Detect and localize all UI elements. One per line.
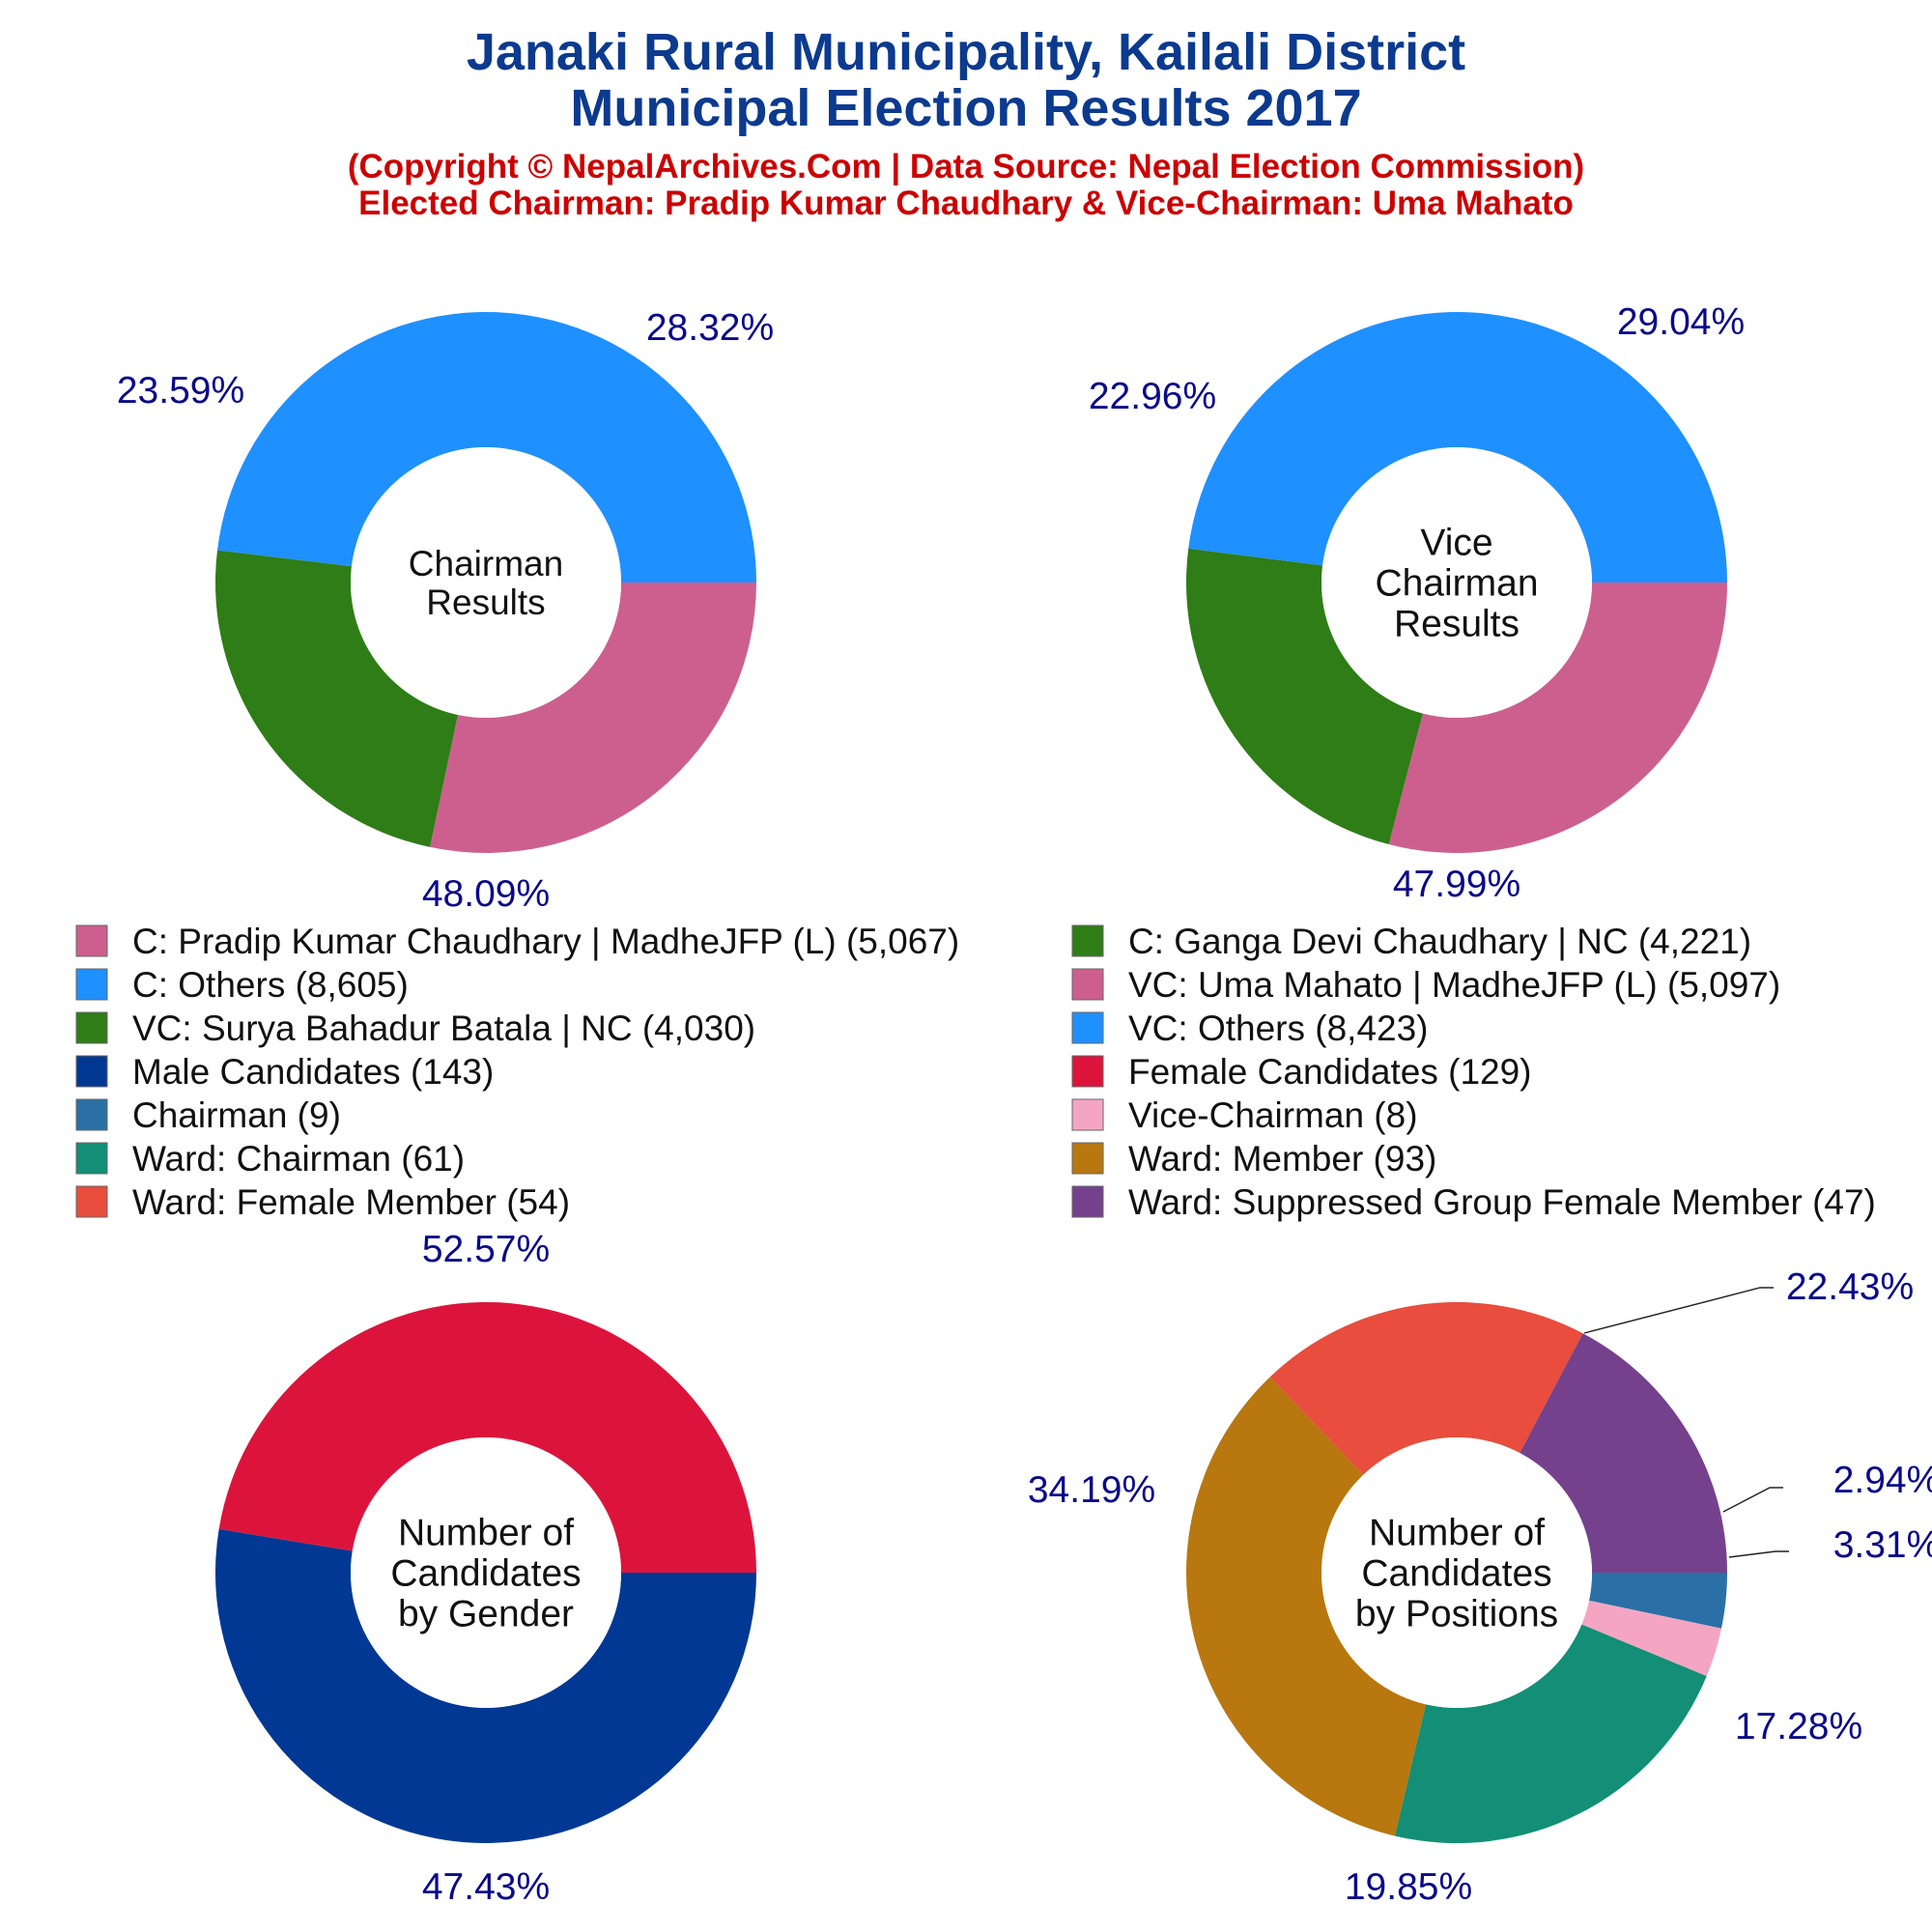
slice-ward-member: [1186, 1377, 1426, 1836]
pct-label-ward-chairman: 22.43%: [1786, 1266, 1914, 1308]
slice-c-pradip-kumar-chaudhary-madhejfp-l: [430, 582, 756, 853]
slice-vc-surya-bahadur-batala-nc: [1186, 548, 1423, 845]
pct-label-vc-others: 47.99%: [1393, 864, 1520, 905]
subtitle-copyright: (Copyright © NepalArchives.Com | Data So…: [348, 148, 1584, 185]
slice-c-ganga-devi-chaudhary-nc: [215, 550, 459, 847]
donut-hole: [1321, 447, 1592, 718]
chart-title-line-1: Janaki Rural Municipality, Kailali Distr…: [467, 23, 1465, 81]
slice-vc-uma-mahato-madhejfp-l: [1388, 582, 1727, 854]
slice-ward-chairman: [1394, 1624, 1707, 1843]
pct-label-vc-uma-mahato-madhejfp-l: 29.04%: [1617, 301, 1745, 343]
center-label-line: Results: [1394, 604, 1520, 645]
pct-label-vice-chairman: 2.94%: [1833, 1460, 1932, 1501]
legend: C: Pradip Kumar Chaudhary | MadheJFP (L)…: [75, 922, 1876, 1222]
center-label-line: Chairman: [1375, 563, 1538, 605]
pct-label-chairman: 3.31%: [1833, 1524, 1932, 1566]
center-label-line: Candidates: [390, 1553, 581, 1595]
legend-label: Ward: Suppressed Group Female Member (47…: [1128, 1182, 1876, 1222]
legend-label: VC: Uma Mahato | MadheJFP (L) (5,097): [1128, 965, 1780, 1005]
legend-swatch-male-candidates-143: [75, 1055, 108, 1088]
legend-swatch-c-pradip-kumar-chaudhary-madhejfp-l-5-067: [75, 924, 108, 957]
center-label-line: by Positions: [1355, 1594, 1558, 1635]
legend-swatch-c-others-8-605: [75, 968, 108, 1001]
legend-label: VC: Others (8,423): [1128, 1009, 1429, 1048]
slice-chairman: [1588, 1573, 1727, 1629]
slice-female-candidates: [218, 1301, 756, 1573]
subtitle-elected: Elected Chairman: Pradip Kumar Chaudhary…: [358, 185, 1574, 222]
legend-label: Ward: Chairman (61): [132, 1139, 465, 1179]
legend-swatch-ward-chairman-61: [75, 1142, 108, 1175]
donut-hole: [351, 447, 621, 718]
legend-label: Ward: Member (93): [1128, 1139, 1436, 1179]
pct-label-female-candidates: 47.43%: [422, 1866, 550, 1908]
legend-swatch-vc-uma-mahato-madhejfp-l-5-097: [1071, 968, 1104, 1001]
center-label-line: Number of: [1369, 1513, 1545, 1554]
legend-label: Vice-Chairman (8): [1128, 1095, 1418, 1135]
pct-label-ward-female-member: 19.85%: [1345, 1866, 1472, 1908]
center-label-line: Number of: [398, 1513, 574, 1554]
legend-label: C: Ganga Devi Chaudhary | NC (4,221): [1128, 922, 1751, 961]
legend-label: VC: Surya Bahadur Batala | NC (4,030): [132, 1009, 755, 1048]
center-label-line: by Gender: [398, 1594, 574, 1635]
slice-ward-female-member: [1269, 1302, 1583, 1475]
label-leader-line: [1583, 1287, 1774, 1334]
slice-c-others: [217, 311, 756, 582]
legend-swatch-ward-female-member-54: [75, 1185, 108, 1218]
center-label-line: Chairman: [409, 544, 563, 583]
pct-label-c-ganga-devi-chaudhary-nc: 23.59%: [117, 370, 244, 412]
legend-label: Male Candidates (143): [132, 1052, 494, 1092]
slice-ward-suppressed-group-female-member: [1520, 1333, 1727, 1573]
legend-label: C: Pradip Kumar Chaudhary | MadheJFP (L)…: [132, 922, 959, 961]
legend-swatch-vc-surya-bahadur-batala-nc-4-030: [75, 1011, 108, 1044]
label-leader-line: [1728, 1550, 1789, 1558]
legend-swatch-ward-member-93: [1071, 1142, 1104, 1175]
legend-label: Chairman (9): [132, 1095, 341, 1135]
pct-label-ward-suppressed-group-female-member: 17.28%: [1735, 1706, 1862, 1747]
pct-label-c-pradip-kumar-chaudhary-madhejfp-l: 28.32%: [646, 307, 774, 349]
legend-swatch-ward-suppressed-group-female-member-47: [1071, 1185, 1104, 1218]
legend-swatch-c-ganga-devi-chaudhary-nc-4-221: [1071, 924, 1104, 957]
donut-hole: [351, 1437, 621, 1708]
pct-label-vc-surya-bahadur-batala-nc: 22.96%: [1089, 376, 1216, 417]
legend-label: Ward: Female Member (54): [132, 1182, 570, 1222]
slice-vice-chairman: [1581, 1600, 1721, 1677]
pct-label-ward-member: 34.19%: [1028, 1469, 1155, 1511]
center-label-line: Vice: [1420, 523, 1492, 564]
slice-vc-others: [1188, 311, 1728, 582]
legend-swatch-female-candidates-129: [1071, 1055, 1104, 1088]
chart-title-line-2: Municipal Election Results 2017: [570, 79, 1361, 137]
legend-swatch-chairman-9: [75, 1098, 108, 1131]
legend-label: Female Candidates (129): [1128, 1052, 1532, 1092]
center-label-line: Results: [426, 582, 545, 622]
legend-swatch-vice-chairman-8: [1071, 1098, 1104, 1131]
center-label-line: Candidates: [1361, 1553, 1551, 1595]
donut-hole: [1321, 1437, 1592, 1708]
label-leader-line: [1722, 1487, 1783, 1513]
legend-label: C: Others (8,605): [132, 965, 409, 1005]
pct-label-male-candidates: 52.57%: [422, 1229, 550, 1270]
slice-male-candidates: [215, 1528, 757, 1843]
legend-swatch-vc-others-8-423: [1071, 1011, 1104, 1044]
pct-label-c-others: 48.09%: [422, 873, 550, 915]
